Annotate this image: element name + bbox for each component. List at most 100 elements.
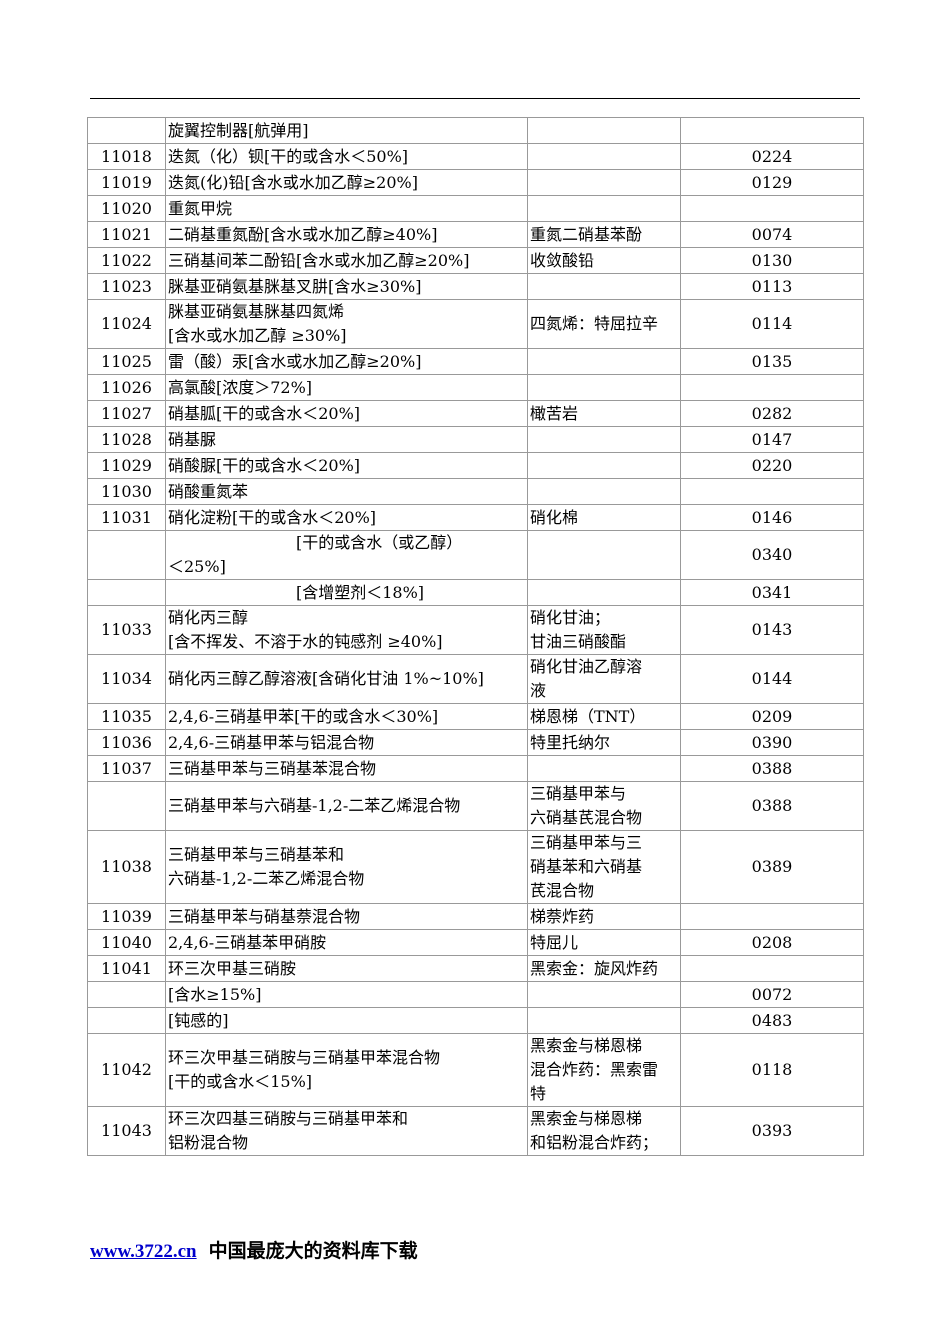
table-cell: 三硝基甲苯与六硝基-1,2-二苯乙烯混合物: [165, 781, 528, 831]
table-cell: 硝酸脲[干的或含水＜20%]: [165, 452, 528, 479]
table-cell: 11031: [87, 504, 166, 531]
header-rule: [90, 98, 860, 99]
table-row: 11018 迭氮（化）钡[干的或含水＜50%] 0224: [87, 143, 864, 170]
table-cell: [87, 530, 166, 580]
table-cell: 0118: [680, 1033, 864, 1107]
table-row: 11033 硝化丙三醇 [含不挥发、不溶于水的钝感剂 ≥40%] 硝化甘油； 甘油三…: [87, 605, 864, 655]
table-cell: 硝化棉: [527, 504, 681, 531]
table-cell: 三硝基甲苯与 六硝基芪混合物: [527, 781, 681, 831]
footer: www.3722.cn 中国最庞大的资料库下载: [90, 1236, 418, 1263]
table-cell: 11025: [87, 348, 166, 375]
table-cell: 硝化丙三醇乙醇溶液[含硝化甘油 1%~10%]: [165, 654, 528, 704]
table-cell: 黑索金：旋风炸药: [527, 955, 681, 982]
table-cell: [527, 530, 681, 580]
table-cell: [680, 955, 864, 982]
table-cell: 0388: [680, 755, 864, 782]
table-cell: 11030: [87, 478, 166, 505]
table-cell: 梯恩梯（TNT）: [527, 703, 681, 730]
table-cell: 11021: [87, 221, 166, 248]
table-cell: [527, 579, 681, 606]
table-row: [含水≥15%] 0072: [87, 981, 864, 1008]
table-row: 11030 硝酸重氮苯: [87, 478, 864, 505]
table-cell: 0143: [680, 605, 864, 655]
table-cell: 硝化淀粉[干的或含水＜20%]: [165, 504, 528, 531]
table-cell: [527, 426, 681, 453]
table-cell: 0390: [680, 729, 864, 756]
table-cell: 橄苦岩: [527, 400, 681, 427]
table-cell: 三硝基甲苯与三硝基苯混合物: [165, 755, 528, 782]
table-cell: 0147: [680, 426, 864, 453]
table-cell: [87, 781, 166, 831]
table-cell: [527, 273, 681, 300]
table-cell: [527, 478, 681, 505]
table-cell: 硝酸重氮苯: [165, 478, 528, 505]
footer-link[interactable]: www.3722.cn: [90, 1241, 197, 1262]
table-cell: 11041: [87, 955, 166, 982]
table-cell: 0208: [680, 929, 864, 956]
table-cell: 11022: [87, 247, 166, 274]
table-cell: 0209: [680, 703, 864, 730]
table-cell: [680, 117, 864, 144]
table-row: 11022 三硝基间苯二酚铅[含水或水加乙醇≥20%] 收敛酸铅 0130: [87, 247, 864, 274]
table-cell: 0282: [680, 400, 864, 427]
table: 旋翼控制器[航弹用] 11018 迭氮（化）钡[干的或含水＜50%] 0224 1101…: [87, 117, 864, 1156]
table-cell: 旋翼控制器[航弹用]: [165, 117, 528, 144]
table-cell: 0224: [680, 143, 864, 170]
table-row: [干的或含水（或乙醇） ＜25%] 0340: [87, 530, 864, 580]
table-cell: [87, 1007, 166, 1034]
table-cell: 高氯酸[浓度＞72%]: [165, 374, 528, 401]
table-cell: [钝感的]: [165, 1007, 528, 1034]
table-cell: 0114: [680, 299, 864, 349]
table-cell: 特屈儿: [527, 929, 681, 956]
table-cell: [680, 903, 864, 930]
table-row: [含增塑剂＜18%] 0341: [87, 579, 864, 606]
table-cell: 11020: [87, 195, 166, 222]
table-cell: 11028: [87, 426, 166, 453]
table-cell: 环三次甲基三硝胺: [165, 955, 528, 982]
table-cell: 二硝基重氮酚[含水或水加乙醇≥40%]: [165, 221, 528, 248]
table-cell: 重氮甲烷: [165, 195, 528, 222]
table-cell: 0393: [680, 1106, 864, 1156]
table-cell: 脒基亚硝氨基脒基四氮烯 [含水或水加乙醇 ≥30%]: [165, 299, 528, 349]
table-row: 11036 2,4,6-三硝基甲苯与铝混合物 特里托纳尔 0390: [87, 729, 864, 756]
table-cell: 收敛酸铅: [527, 247, 681, 274]
table-cell: 雷（酸）汞[含水或水加乙醇≥20%]: [165, 348, 528, 375]
table-cell: 0135: [680, 348, 864, 375]
table-cell: 11036: [87, 729, 166, 756]
table-row: 11041 环三次甲基三硝胺 黑索金：旋风炸药: [87, 955, 864, 982]
table-row: 11042 环三次甲基三硝胺与三硝基甲苯混合物 [干的或含水＜15%] 黑索金与梯恩…: [87, 1033, 864, 1107]
table-cell: 脒基亚硝氨基脒基叉肼[含水≥30%]: [165, 273, 528, 300]
table-cell: [527, 452, 681, 479]
table-cell: 11018: [87, 143, 166, 170]
table-cell: 硝化丙三醇 [含不挥发、不溶于水的钝感剂 ≥40%]: [165, 605, 528, 655]
table-cell: [527, 348, 681, 375]
table-row: 11040 2,4,6-三硝基苯甲硝胺 特屈儿 0208: [87, 929, 864, 956]
table-cell: 11026: [87, 374, 166, 401]
table-row: 11029 硝酸脲[干的或含水＜20%] 0220: [87, 452, 864, 479]
table-row: 11025 雷（酸）汞[含水或水加乙醇≥20%] 0135: [87, 348, 864, 375]
table-cell: [含水≥15%]: [165, 981, 528, 1008]
table-cell: 三硝基甲苯与三硝基苯和 六硝基-1,2-二苯乙烯混合物: [165, 830, 528, 904]
table-cell: 0483: [680, 1007, 864, 1034]
table-cell: 硝基胍[干的或含水＜20%]: [165, 400, 528, 427]
table-cell: 11035: [87, 703, 166, 730]
table-cell: [87, 117, 166, 144]
table-row: 11020 重氮甲烷: [87, 195, 864, 222]
table-cell: 11019: [87, 169, 166, 196]
table-cell: 0388: [680, 781, 864, 831]
table-cell: 黑索金与梯恩梯 混合炸药：黑索雷 特: [527, 1033, 681, 1107]
table-cell: 2,4,6-三硝基甲苯与铝混合物: [165, 729, 528, 756]
table-row: 11026 高氯酸[浓度＞72%]: [87, 374, 864, 401]
table-cell: [527, 981, 681, 1008]
table-cell: [680, 374, 864, 401]
table-cell: 0072: [680, 981, 864, 1008]
table-cell: 环三次甲基三硝胺与三硝基甲苯混合物 [干的或含水＜15%]: [165, 1033, 528, 1107]
table-cell: [527, 1007, 681, 1034]
table-cell: 环三次四基三硝胺与三硝基甲苯和 铝粉混合物: [165, 1106, 528, 1156]
table-row: [钝感的] 0483: [87, 1007, 864, 1034]
table-cell: 迭氮(化)铅[含水或水加乙醇≥20%]: [165, 169, 528, 196]
table-row: 11034 硝化丙三醇乙醇溶液[含硝化甘油 1%~10%] 硝化甘油乙醇溶 液 014…: [87, 654, 864, 704]
table-cell: 重氮二硝基苯酚: [527, 221, 681, 248]
table-cell: [527, 374, 681, 401]
